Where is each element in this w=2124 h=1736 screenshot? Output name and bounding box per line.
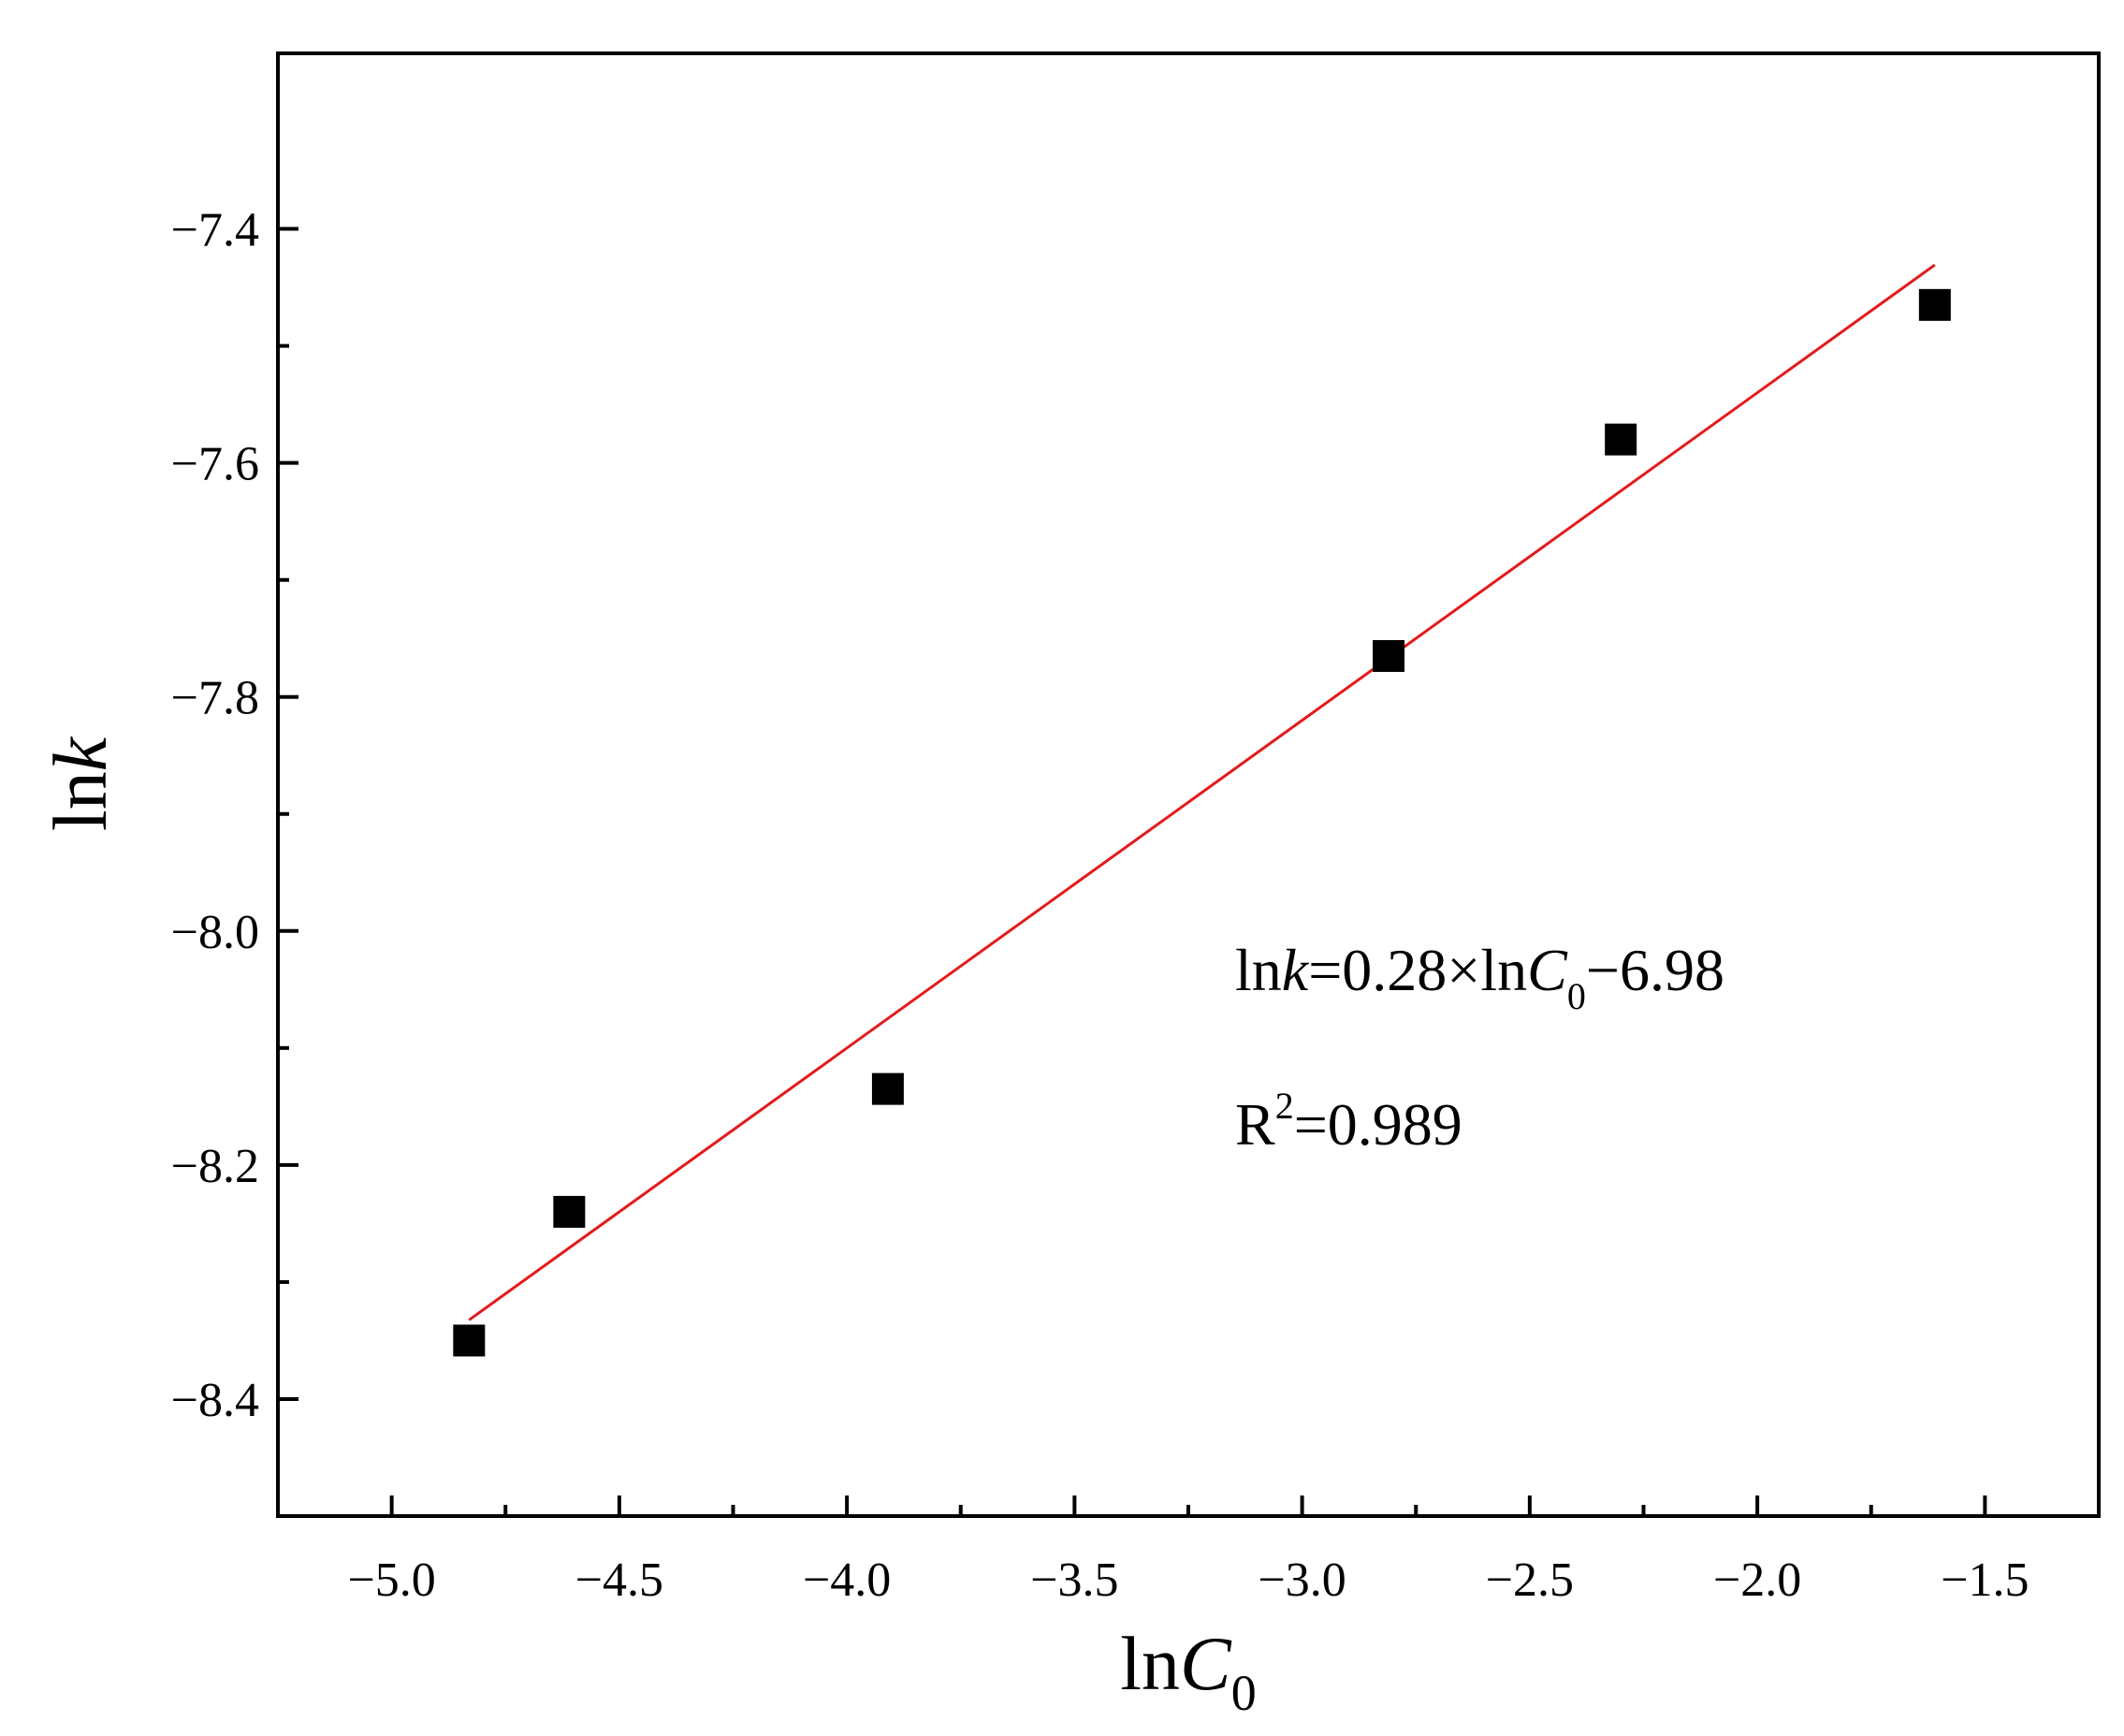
r-squared-annotation: R2=0.989	[1235, 1085, 1462, 1158]
x-tick-label: −4.0	[803, 1554, 891, 1607]
x-axis-label: lnC0	[1120, 1621, 1257, 1721]
data-point	[453, 1324, 486, 1357]
y-tick-label: −7.6	[171, 438, 259, 491]
data-point	[1373, 639, 1405, 672]
x-tick-label: −2.5	[1486, 1554, 1574, 1607]
y-tick-label: −8.2	[171, 1140, 259, 1193]
data-point	[871, 1072, 904, 1105]
x-tick-label: −2.0	[1713, 1554, 1801, 1607]
x-tick-label: −4.5	[575, 1554, 663, 1607]
data-point	[1918, 288, 1951, 321]
y-axis-label: lnk	[37, 736, 123, 831]
data-points	[453, 288, 1951, 1357]
y-tick-label: −7.8	[171, 672, 259, 725]
plot-frame	[276, 51, 2101, 1518]
data-point	[553, 1195, 586, 1228]
y-axis-ticks	[278, 226, 298, 1401]
x-tick-label: −3.5	[1030, 1554, 1118, 1607]
data-point	[1605, 423, 1637, 456]
y-tick-label: −7.4	[171, 204, 259, 257]
y-axis-tick-labels: −8.4 −8.2 −8.0 −7.8 −7.6 −7.4	[171, 204, 259, 1427]
x-tick-label: −3.0	[1258, 1554, 1346, 1607]
y-tick-label: −8.0	[171, 906, 259, 959]
y-tick-label: −8.4	[171, 1374, 259, 1427]
x-tick-label: −1.5	[1941, 1554, 2029, 1607]
x-tick-label: −5.0	[347, 1554, 435, 1607]
fit-line	[468, 263, 1936, 1321]
x-axis-ticks	[389, 1495, 1987, 1516]
equation-annotation: lnk=0.28×lnC0−6.98	[1235, 937, 1724, 1017]
x-axis-tick-labels: −5.0 −4.5 −4.0 −3.5 −3.0 −2.5 −2.0 −1.5	[347, 1554, 2029, 1607]
